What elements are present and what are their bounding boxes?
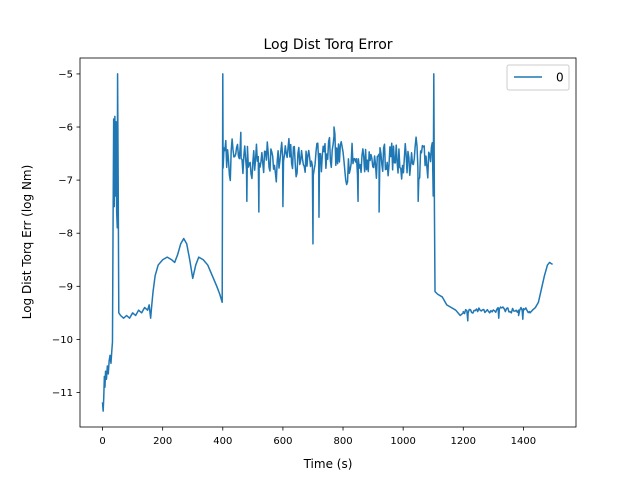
x-tick-label: 1400 xyxy=(511,436,536,447)
x-tick-label: 0 xyxy=(99,436,105,447)
y-tick-label: −8 xyxy=(58,229,73,240)
y-axis-label: Log Dist Torq Err (log Nm) xyxy=(20,165,34,320)
legend: 0 xyxy=(506,64,570,91)
plot-area xyxy=(101,73,553,412)
x-tick-label: 600 xyxy=(273,436,292,447)
y-tick-label: −5 xyxy=(58,69,73,80)
y-tick-label: −6 xyxy=(58,123,73,134)
y-tick-label: −10 xyxy=(52,335,73,346)
x-axis: 0 200 400 600 800 1000 1200 1400 xyxy=(99,427,536,447)
legend-label-0: 0 xyxy=(556,71,564,85)
y-axis: −11 −10 −9 −8 −7 −6 −5 xyxy=(52,69,80,399)
axes-frame xyxy=(79,57,577,428)
series-line-0 xyxy=(101,73,553,412)
x-tick-label: 200 xyxy=(153,436,172,447)
chart-title: Log Dist Torq Error xyxy=(263,37,392,53)
x-axis-label: Time (s) xyxy=(303,457,353,471)
x-tick-label: 1000 xyxy=(390,436,415,447)
y-tick-label: −9 xyxy=(58,282,73,293)
x-tick-label: 800 xyxy=(333,436,352,447)
x-tick-label: 1200 xyxy=(451,436,476,447)
y-tick-label: −11 xyxy=(52,388,73,399)
y-tick-label: −7 xyxy=(58,176,73,187)
x-tick-label: 400 xyxy=(213,436,232,447)
